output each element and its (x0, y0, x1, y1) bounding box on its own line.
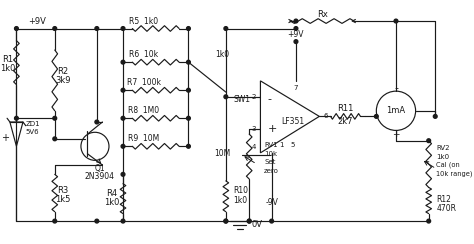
Text: RV2: RV2 (436, 145, 450, 151)
Circle shape (294, 27, 298, 30)
Text: Cal (on: Cal (on (436, 162, 460, 168)
Circle shape (187, 27, 191, 30)
Text: 7: 7 (294, 85, 298, 91)
Text: 4: 4 (251, 144, 256, 150)
Circle shape (187, 88, 191, 92)
Text: R2: R2 (58, 67, 69, 76)
Circle shape (121, 116, 125, 120)
Text: 1k0: 1k0 (233, 196, 247, 205)
Text: 1k0: 1k0 (104, 198, 119, 207)
Text: LF351: LF351 (282, 118, 305, 126)
Text: R8  1M0: R8 1M0 (128, 106, 159, 115)
Circle shape (53, 219, 56, 223)
Circle shape (394, 19, 398, 23)
Text: 5: 5 (291, 142, 295, 148)
Text: 2: 2 (251, 94, 256, 100)
Circle shape (121, 88, 125, 92)
Text: -9V: -9V (265, 198, 278, 207)
Text: 1k5: 1k5 (55, 195, 71, 204)
Circle shape (121, 144, 125, 148)
Text: 5V6: 5V6 (26, 129, 39, 135)
Text: Set: Set (264, 159, 275, 165)
Circle shape (224, 219, 228, 223)
Text: -: - (394, 83, 398, 93)
Circle shape (224, 219, 228, 223)
Text: 10k range): 10k range) (436, 170, 473, 177)
Circle shape (224, 95, 228, 99)
Text: RV1: RV1 (264, 142, 278, 148)
Circle shape (121, 173, 125, 176)
Circle shape (95, 27, 99, 30)
Circle shape (95, 219, 99, 223)
Text: zero: zero (264, 168, 279, 174)
Circle shape (95, 120, 99, 124)
Circle shape (427, 219, 430, 223)
Text: 10M: 10M (214, 149, 230, 158)
Text: +9V: +9V (288, 30, 304, 39)
Text: 2k7: 2k7 (338, 118, 353, 126)
Text: R3: R3 (57, 186, 69, 195)
Text: ZD1: ZD1 (26, 121, 40, 127)
Text: 3: 3 (251, 126, 256, 132)
Text: 0V: 0V (251, 220, 262, 229)
Text: SW1: SW1 (233, 95, 250, 104)
Text: 2N3904: 2N3904 (85, 172, 115, 181)
Text: +: + (392, 130, 400, 139)
Circle shape (121, 219, 125, 223)
Text: 10k: 10k (264, 151, 277, 157)
Circle shape (247, 219, 251, 223)
Circle shape (427, 139, 430, 142)
Circle shape (270, 219, 273, 223)
Circle shape (53, 116, 56, 120)
Text: 1k0: 1k0 (0, 64, 16, 73)
Text: 6: 6 (323, 113, 328, 119)
Text: R6  10k: R6 10k (129, 50, 158, 59)
Text: R10: R10 (233, 186, 248, 195)
Circle shape (433, 114, 437, 118)
Circle shape (121, 60, 125, 64)
Circle shape (187, 60, 191, 64)
Text: 470R: 470R (436, 204, 456, 214)
Text: +: + (1, 133, 9, 143)
Circle shape (294, 40, 298, 43)
Circle shape (247, 219, 251, 223)
Circle shape (15, 116, 18, 120)
Text: R9  10M: R9 10M (128, 134, 159, 143)
Circle shape (53, 137, 56, 141)
Text: -: - (268, 94, 272, 104)
Circle shape (187, 144, 191, 148)
Text: R4: R4 (106, 189, 118, 198)
Circle shape (224, 27, 228, 30)
Text: Rx: Rx (317, 10, 328, 19)
Circle shape (187, 116, 191, 120)
Text: +: + (268, 123, 277, 133)
Circle shape (15, 27, 18, 30)
Text: 1: 1 (279, 142, 283, 148)
Text: R1: R1 (2, 55, 14, 64)
Circle shape (53, 27, 56, 30)
Text: +9V: +9V (28, 17, 46, 26)
Text: 1k0: 1k0 (215, 50, 229, 59)
Text: R12: R12 (436, 195, 451, 204)
Text: Q1: Q1 (94, 164, 105, 173)
Circle shape (121, 27, 125, 30)
Text: R11: R11 (337, 104, 354, 113)
Circle shape (294, 19, 298, 23)
Text: 3k9: 3k9 (55, 76, 71, 85)
Text: 1k0: 1k0 (436, 153, 449, 160)
Circle shape (374, 114, 378, 118)
Text: R7  100k: R7 100k (127, 78, 161, 87)
Text: R5  1k0: R5 1k0 (129, 17, 158, 26)
Text: 1mA: 1mA (386, 106, 406, 115)
